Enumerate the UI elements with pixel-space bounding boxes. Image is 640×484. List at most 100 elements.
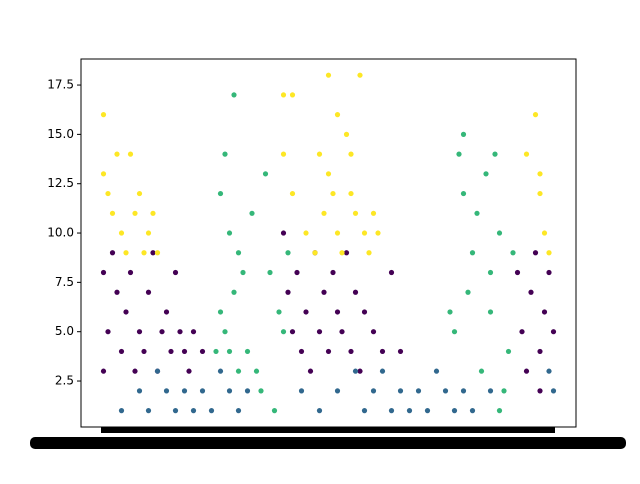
point [523,151,530,157]
point [339,329,345,335]
point [352,289,359,295]
point [168,348,174,355]
point [127,269,134,276]
point [361,408,368,414]
point [451,329,458,335]
point [361,309,368,315]
point [141,348,147,355]
point [424,408,431,414]
point [132,210,138,216]
point [460,388,467,394]
point [127,151,134,157]
point [334,309,341,315]
point [348,190,354,197]
point [487,269,494,276]
point [253,368,260,374]
x-tick-band [101,427,555,433]
point [456,151,462,157]
point [550,388,557,394]
point [181,348,188,355]
point [136,388,143,394]
point [172,269,179,276]
point [280,329,287,335]
point [177,329,183,335]
point [330,190,336,197]
point [123,250,129,256]
point [118,408,125,414]
point [492,151,498,157]
point [118,230,125,236]
point [474,210,480,216]
point [550,329,557,335]
point [370,388,377,394]
point [442,388,449,394]
point [541,309,548,315]
point [231,289,237,295]
point [366,250,372,256]
point [325,171,332,177]
point [537,348,543,355]
point [190,408,197,414]
point [105,329,111,335]
point [523,368,530,374]
point [546,269,552,276]
point [528,289,534,295]
point [145,408,152,414]
point [289,329,296,335]
point [537,171,543,177]
point [370,329,377,335]
point [357,368,363,374]
point [352,210,359,216]
y-tick-label: 2.5 [55,374,74,388]
point [447,309,453,315]
point [226,348,233,355]
y-tick-label: 10.0 [47,226,74,240]
point [330,269,336,276]
point [240,269,246,276]
point [316,329,323,335]
point [357,72,363,78]
point [226,388,233,394]
point [321,289,327,295]
point [298,388,305,394]
point [217,368,224,374]
point [199,388,206,394]
point [334,112,341,118]
point [460,131,467,137]
point [469,250,476,256]
point [537,388,543,394]
point [100,368,107,374]
point [451,408,458,414]
y-tick-label: 5.0 [55,324,74,338]
point [334,230,341,236]
point [397,388,404,394]
point [316,151,323,157]
point [190,329,197,335]
point [478,368,485,374]
point [226,230,233,236]
point [231,92,237,98]
point [244,388,251,394]
point [136,329,143,335]
point [181,388,188,394]
point [321,210,327,216]
point [487,309,494,315]
point [325,72,332,78]
y-tick-label: 12.5 [47,176,74,190]
point [109,250,116,256]
point [397,348,404,355]
point [316,408,323,414]
point [172,408,179,414]
point [343,131,350,137]
point [114,289,120,295]
points [100,72,557,414]
point [519,329,525,335]
point [537,190,543,197]
point [532,250,539,256]
point [235,408,242,414]
point [280,92,287,98]
point [361,230,368,236]
point [114,151,120,157]
x-tick-label-band [30,437,626,449]
